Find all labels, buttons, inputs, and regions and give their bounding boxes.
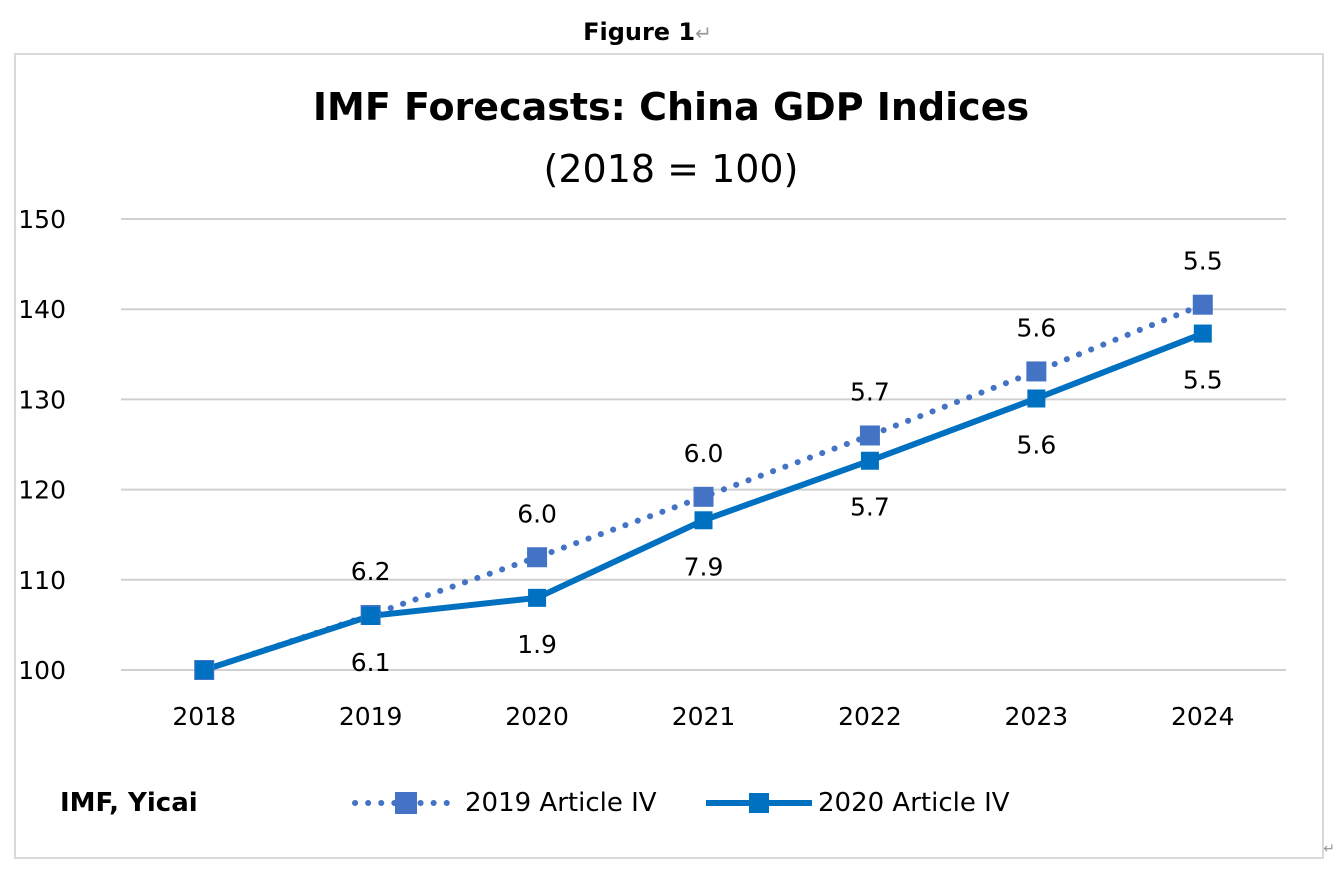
chart-title: IMF Forecasts: China GDP Indices: [312, 85, 1030, 129]
data-point-series-1: [693, 486, 714, 507]
legend-item-series-1: 2019 Article IV: [351, 788, 657, 818]
data-label-series-1: 5.5: [1183, 247, 1223, 276]
data-label-series-1: 6.0: [684, 439, 724, 468]
data-label-series-2: 7.9: [684, 552, 724, 581]
data-point-series-1: [527, 547, 548, 568]
data-point-series-2: [361, 606, 380, 625]
data-point-series-2: [195, 661, 214, 679]
data-point-series-2: [694, 511, 713, 530]
data-label-series-2: 5.7: [850, 493, 890, 522]
data-label-series-2: 5.6: [1016, 430, 1056, 459]
data-point-series-2: [1193, 324, 1212, 343]
x-tick-label: 2024: [1171, 702, 1235, 731]
data-point-series-1: [1026, 361, 1047, 382]
data-label-series-1: 5.7: [850, 377, 890, 406]
y-tick-label: 120: [18, 476, 66, 505]
legend-item-series-2: 2020 Article IV: [704, 788, 1010, 818]
x-tick-label: 2020: [505, 702, 569, 731]
figure-label-text: Figure 1: [583, 18, 696, 46]
paragraph-mark-icon: ↵: [695, 21, 712, 45]
data-label-series-1: 5.6: [1016, 313, 1056, 342]
figure-label: Figure 1↵: [0, 18, 1295, 46]
source-note: IMF, Yicai: [60, 788, 198, 818]
y-tick-label: 140: [18, 295, 66, 324]
legend-label-series-2: 2020 Article IV: [818, 788, 1010, 818]
data-point-series-1: [859, 425, 880, 446]
data-label-series-1: 6.2: [351, 557, 391, 586]
data-label-series-1: 6.0: [517, 499, 557, 528]
data-point-series-2: [1027, 389, 1046, 408]
legend-swatch-series-2: [704, 788, 814, 818]
y-tick-label: 150: [18, 205, 66, 234]
x-tick-label: 2023: [1005, 702, 1069, 731]
data-point-series-1: [1192, 294, 1213, 315]
data-label-series-2: 1.9: [517, 630, 557, 659]
data-label-series-2: 6.1: [351, 648, 391, 677]
data-label-series-2: 5.5: [1183, 366, 1223, 395]
x-tick-label: 2019: [339, 702, 403, 731]
legend-label-series-1: 2019 Article IV: [465, 788, 657, 818]
legend-swatch-series-1: [351, 788, 461, 818]
chart-plot: 100 110 120 130 140 150 2018 2019 2020 2021 2022 20…: [18, 205, 1286, 731]
y-tick-label: 130: [18, 385, 66, 414]
y-tick-label: 100: [18, 656, 66, 685]
data-point-series-2: [528, 588, 547, 607]
x-tick-label: 2018: [172, 702, 236, 731]
y-tick-label: 110: [18, 566, 66, 595]
chart-frame: IMF Forecasts: China GDP Indices (2018 =…: [14, 53, 1324, 859]
x-tick-label: 2022: [838, 702, 902, 731]
chart-subtitle: (2018 = 100): [543, 147, 799, 191]
x-tick-label: 2021: [672, 702, 736, 731]
data-point-series-2: [860, 451, 879, 470]
paragraph-mark-icon: ↵: [1323, 840, 1335, 856]
